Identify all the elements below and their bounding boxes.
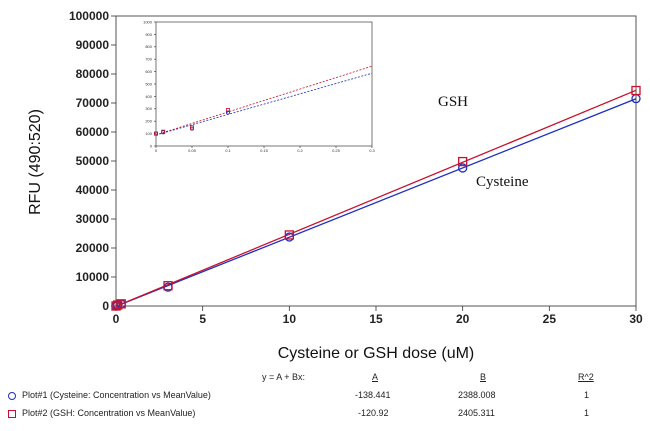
inset-y-tick-label: 200 (145, 119, 152, 124)
fit-lines (115, 89, 637, 307)
point-gsh (116, 299, 126, 309)
annotation-cysteine: Cysteine (476, 174, 529, 190)
x-tick-label: 15 (369, 312, 383, 326)
y-tick-label: 50000 (76, 154, 110, 168)
y-tick-label: 60000 (76, 125, 110, 139)
y-tick-label: 100000 (69, 9, 109, 23)
x-axis-ticks: 0 5 10 15 20 25 30 (113, 306, 643, 326)
inset-y-tick-label: 500 (145, 81, 152, 86)
x-tick-label: 20 (456, 312, 470, 326)
fit-row-b: 2388.008 (458, 390, 496, 400)
inset-x-tick-label: 0.15 (260, 148, 269, 153)
y-tick-label: 0 (102, 299, 109, 313)
point-gsh (111, 301, 121, 311)
x-tick-label: 30 (629, 312, 643, 326)
inset-y-tick-label: 600 (145, 69, 152, 74)
inset-x-tick-label: 0 (155, 148, 158, 153)
inset-x-tick-label: 0.25 (332, 148, 341, 153)
y-tick-label: 80000 (76, 67, 110, 81)
inset-point-gsh (189, 125, 194, 130)
inset-point-cysteine (225, 110, 230, 115)
fit-col-b: B (480, 372, 487, 382)
fit-row-r2: 1 (584, 390, 590, 400)
y-tick-label: 90000 (76, 38, 110, 52)
y-tick-label: 10000 (76, 270, 110, 284)
inset-y-tick-label: 400 (145, 94, 152, 99)
inset-data-points (153, 108, 230, 136)
inset-point-gsh (161, 129, 166, 134)
point-gsh (284, 230, 294, 240)
fit-equation: y = A + Bx: (262, 372, 306, 382)
inset-y-tick-label: 700 (145, 57, 152, 62)
fit-col-r2: R^2 (578, 372, 594, 382)
fit-col-a: A (372, 372, 379, 382)
inset-plot-area (155, 21, 373, 147)
point-gsh (163, 281, 173, 291)
inset-fit-line-cysteine (155, 72, 373, 136)
inset-y-ticks: 0 100 200 300 400 500 600 700 800 900 1000 (143, 19, 156, 148)
inset-y-tick-label: 0 (150, 143, 153, 148)
fit-row-a: -120.92 (358, 408, 389, 418)
inset-fit-line-gsh (155, 65, 373, 136)
x-tick-label: 10 (283, 312, 297, 326)
inset-y-tick-label: 800 (145, 44, 152, 49)
fit-row-plot2: Plot#2 (GSH: Concentration vs MeanValue)… (0, 408, 650, 422)
inset-x-tick-label: 0.05 (188, 148, 197, 153)
circle-marker-icon (8, 392, 16, 402)
inset-chart: 0 100 200 300 400 500 600 700 800 900 1000 0 0.05 0.1… (143, 19, 375, 153)
x-tick-label: 5 (199, 312, 206, 326)
inset-point-gsh (225, 108, 230, 113)
inset-x-tick-label: 0.1 (225, 148, 231, 153)
inset-frame (155, 21, 373, 147)
fit-header-row: y = A + Bx: A B R^2 (0, 372, 650, 386)
inset-y-tick-label: 100 (145, 131, 152, 136)
point-cysteine (458, 163, 468, 173)
x-tick-label: 0 (113, 312, 120, 326)
fit-line-cysteine (115, 98, 637, 307)
fit-row-plot1: Plot#1 (Cysteine: Concentration vs MeanV… (0, 390, 650, 404)
y-tick-label: 20000 (76, 241, 110, 255)
fit-line-gsh (115, 89, 637, 307)
fit-row-a: -138.441 (355, 390, 391, 400)
data-points (111, 85, 641, 311)
inset-x-ticks: 0 0.05 0.1 0.15 0.2 0.25 0.3 (155, 146, 376, 153)
inset-x-tick-label: 0.2 (297, 148, 303, 153)
fit-row-label: Plot#1 (Cysteine: Concentration vs MeanV… (22, 390, 211, 400)
y-tick-label: 70000 (76, 96, 110, 110)
y-axis-title: RFU (490:520) (27, 109, 44, 215)
x-axis-title: Cysteine or GSH dose (uM) (278, 345, 475, 362)
y-axis-ticks: 0 10000 20000 30000 40000 50000 60000 70000 8000… (69, 9, 116, 313)
fit-row-label: Plot#2 (GSH: Concentration vs MeanValue) (22, 408, 196, 418)
fit-row-b: 2405.311 (458, 408, 495, 418)
y-tick-label: 30000 (76, 212, 110, 226)
inset-y-tick-label: 300 (145, 106, 152, 111)
y-tick-label: 40000 (76, 183, 110, 197)
inset-y-tick-label: 1000 (143, 19, 153, 24)
square-marker-icon (8, 410, 16, 420)
x-tick-label: 25 (543, 312, 557, 326)
point-gsh (631, 85, 641, 96)
inset-fit-lines (155, 65, 373, 136)
inset-y-tick-label: 900 (145, 32, 152, 37)
fit-row-r2: 1 (584, 408, 590, 418)
inset-point-gsh (153, 131, 158, 136)
annotation-gsh: GSH (438, 94, 468, 110)
point-gsh (458, 156, 468, 167)
inset-x-tick-label: 0.3 (369, 148, 375, 153)
